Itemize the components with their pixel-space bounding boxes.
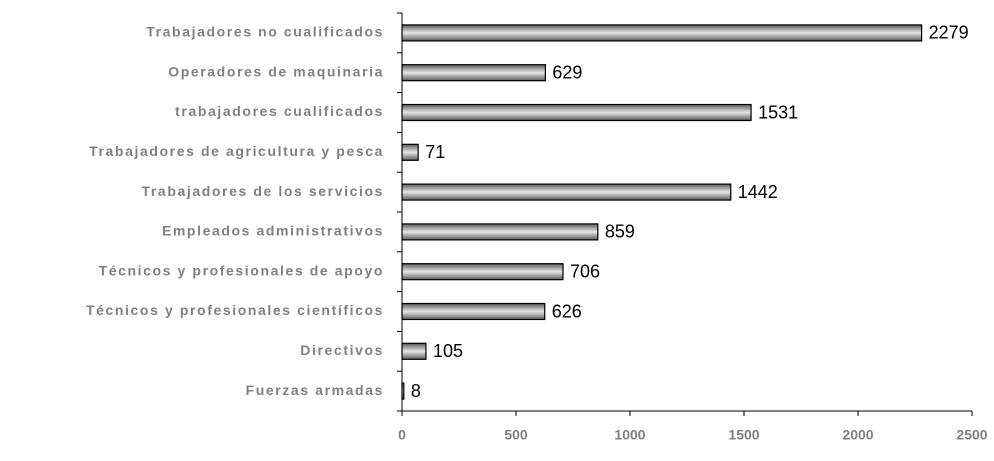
x-tick-label: 1500 xyxy=(728,427,759,443)
value-label: 859 xyxy=(605,222,635,242)
x-tick-label: 2500 xyxy=(956,427,987,443)
value-label: 8 xyxy=(411,381,421,401)
x-tick-label: 1000 xyxy=(614,427,645,443)
bar xyxy=(401,183,732,201)
category-label: Técnicos y profesionales de apoyo xyxy=(99,262,384,278)
category-label: Directivos xyxy=(300,342,384,358)
category-label: trabajadores cualificados xyxy=(175,103,384,119)
value-label: 629 xyxy=(552,62,582,82)
value-label: 626 xyxy=(552,301,582,321)
value-label: 706 xyxy=(570,261,600,281)
bar xyxy=(401,263,564,281)
value-label: 1442 xyxy=(738,182,778,202)
value-label: 105 xyxy=(433,341,463,361)
bar xyxy=(401,143,419,161)
bar xyxy=(401,342,427,360)
category-label: Operadores de maquinaria xyxy=(168,63,384,79)
bar xyxy=(401,64,547,82)
category-label: Fuerzas armadas xyxy=(246,382,384,398)
value-label: 2279 xyxy=(929,23,969,43)
value-label: 71 xyxy=(425,142,445,162)
bar xyxy=(401,302,546,321)
x-tick-label: 500 xyxy=(504,427,528,443)
bar xyxy=(401,223,599,241)
category-label: Técnicos y profesionales científicos xyxy=(86,302,384,318)
category-label: Trabajadores no cualificados xyxy=(146,24,384,40)
category-label: Empleados administrativos xyxy=(162,223,384,239)
x-tick-label: 0 xyxy=(398,427,406,443)
bar xyxy=(401,382,405,400)
category-label: Trabajadores de los servicios xyxy=(142,183,385,199)
x-tick-label: 2000 xyxy=(842,427,873,443)
bar xyxy=(401,24,923,42)
bar xyxy=(401,103,752,122)
category-label: Trabajadores de agricultura y pesca xyxy=(89,143,384,159)
value-label: 1531 xyxy=(758,102,798,122)
